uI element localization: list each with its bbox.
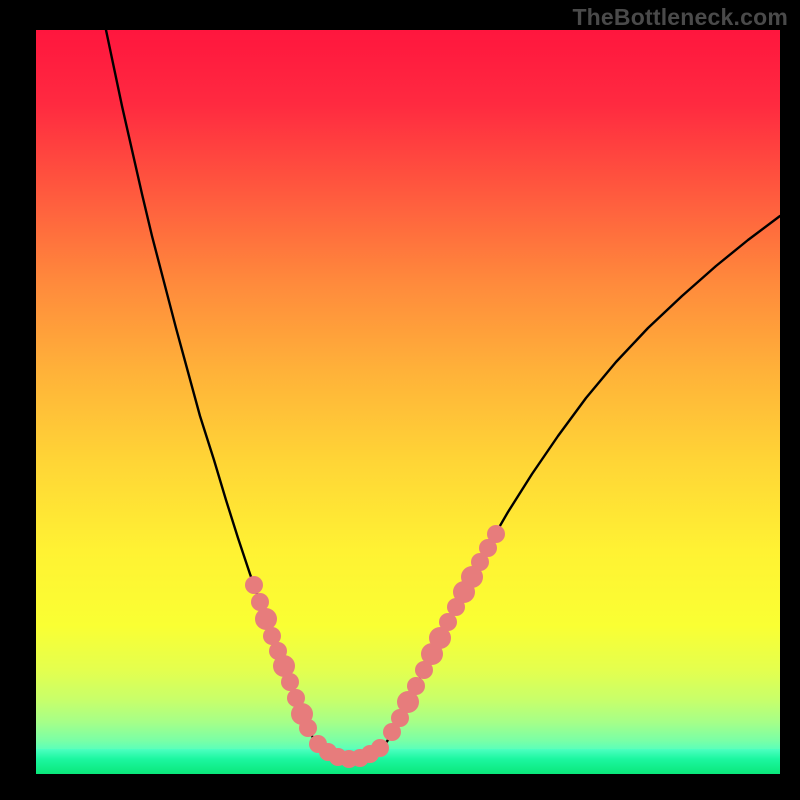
- curve-marker: [255, 608, 277, 630]
- curve-marker: [371, 739, 389, 757]
- canvas-frame: TheBottleneck.com: [0, 0, 800, 800]
- marker-layer: [245, 525, 505, 768]
- plot-area: [36, 30, 780, 774]
- curve-marker: [407, 677, 425, 695]
- watermark-text: TheBottleneck.com: [572, 4, 788, 31]
- curve-marker: [487, 525, 505, 543]
- curve-right-branch: [388, 216, 780, 740]
- curve-marker: [299, 719, 317, 737]
- curve-marker: [281, 673, 299, 691]
- curve-left-branch: [106, 30, 314, 740]
- chart-svg: [36, 30, 780, 774]
- curve-marker: [245, 576, 263, 594]
